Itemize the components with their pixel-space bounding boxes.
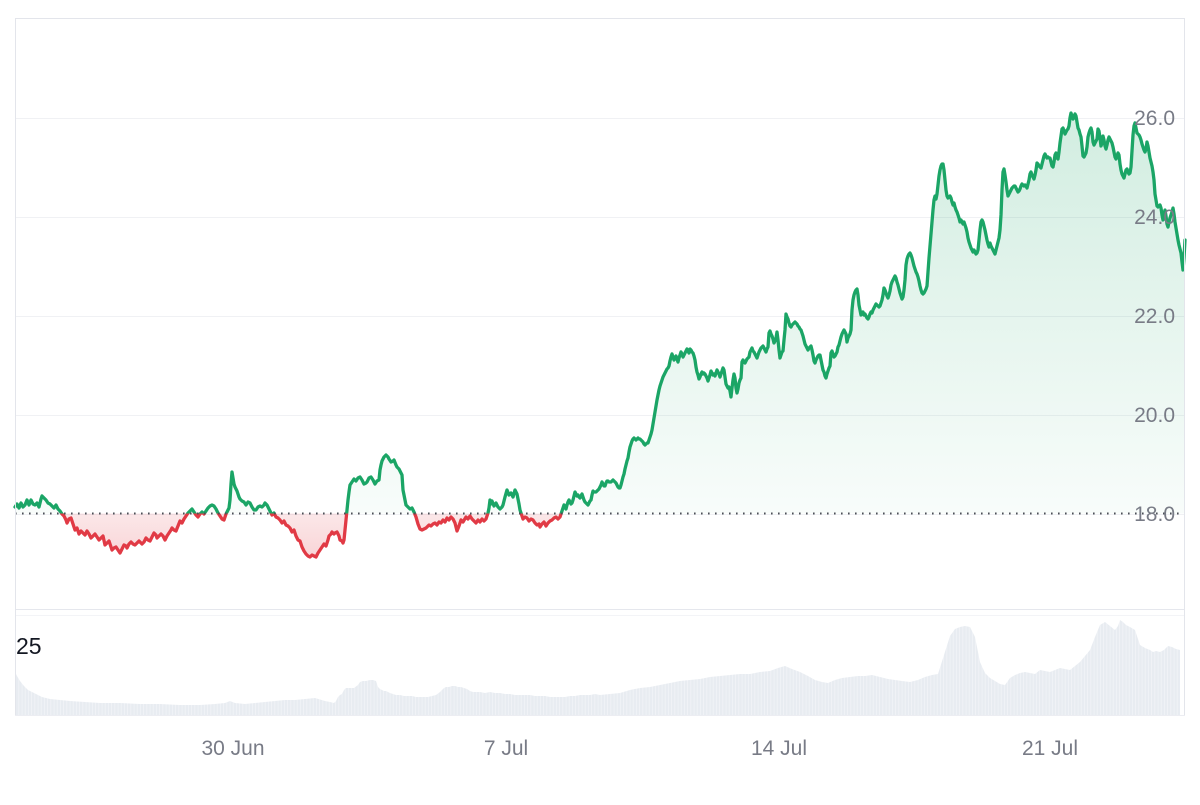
- svg-text:18.0: 18.0: [1134, 503, 1175, 526]
- svg-text:25: 25: [16, 633, 42, 659]
- svg-text:24.0: 24.0: [1134, 206, 1175, 229]
- svg-text:26.0: 26.0: [1134, 107, 1175, 130]
- svg-text:7 Jul: 7 Jul: [484, 737, 528, 760]
- svg-text:22.0: 22.0: [1134, 305, 1175, 328]
- svg-text:21 Jul: 21 Jul: [1022, 737, 1078, 760]
- svg-text:14 Jul: 14 Jul: [751, 737, 807, 760]
- svg-text:20.0: 20.0: [1134, 404, 1175, 427]
- svg-text:30 Jun: 30 Jun: [201, 737, 264, 760]
